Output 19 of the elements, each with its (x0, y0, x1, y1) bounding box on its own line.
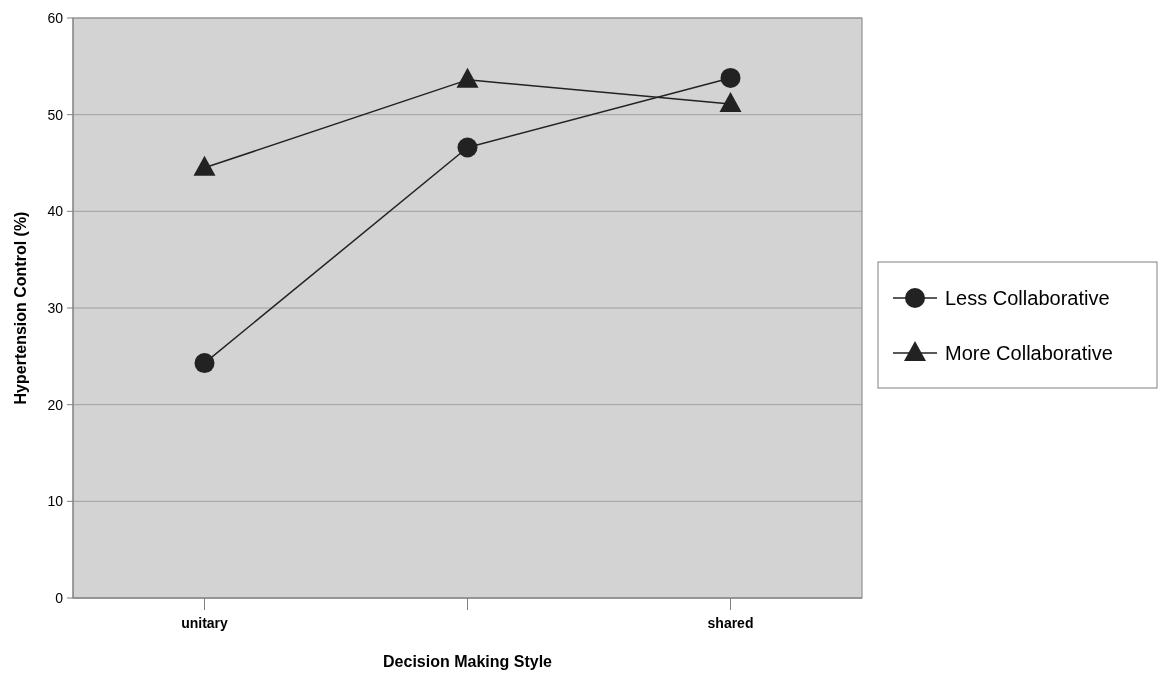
y-tick-label: 30 (47, 299, 64, 316)
y-axis-title: Hypertension Control (%) (12, 211, 29, 405)
x-axis-title: Decision Making Style (383, 653, 553, 670)
point (719, 92, 742, 113)
point (193, 155, 216, 176)
y-tick-label: 40 (47, 203, 64, 220)
point (720, 67, 741, 88)
point (457, 137, 478, 158)
y-tick-label: 60 (47, 9, 64, 26)
legend-label: Less Collaborative (945, 287, 1110, 309)
legend-label: More Collaborative (945, 342, 1113, 364)
x-tick-label: shared (707, 615, 754, 631)
y-tick-label: 20 (47, 396, 64, 413)
y-tick-label: 50 (47, 106, 64, 123)
x-tick-label: unitary (181, 615, 229, 631)
point (456, 67, 479, 88)
y-tick-label: 10 (47, 493, 64, 510)
y-tick-label: 0 (55, 589, 64, 606)
point (194, 353, 215, 374)
